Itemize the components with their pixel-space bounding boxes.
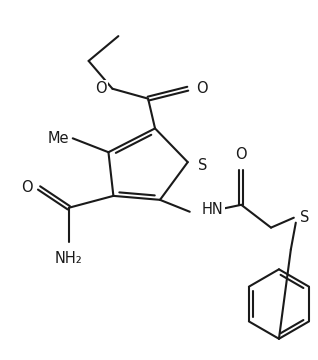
Text: O: O	[196, 81, 207, 96]
Text: HN: HN	[202, 202, 223, 217]
Text: NH₂: NH₂	[55, 251, 83, 266]
Text: Me: Me	[47, 131, 69, 146]
Text: O: O	[235, 147, 247, 162]
Text: O: O	[22, 180, 33, 195]
Text: S: S	[198, 158, 207, 172]
Text: S: S	[300, 210, 309, 225]
Text: O: O	[95, 81, 107, 96]
